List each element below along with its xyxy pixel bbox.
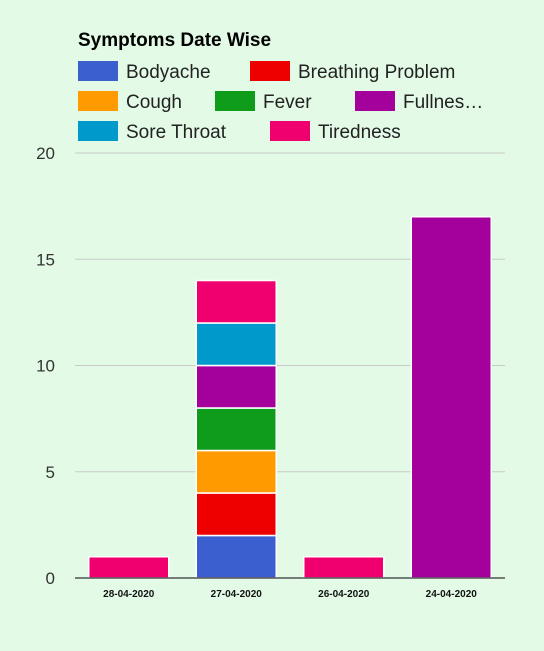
legend-label-bodyache: Bodyache <box>126 62 211 83</box>
legend-label-breathing-problem: Breathing Problem <box>298 62 455 83</box>
y-tick-label: 20 <box>36 144 55 163</box>
legend-label-cough: Cough <box>126 92 182 113</box>
y-tick-label: 0 <box>46 569 55 588</box>
x-tick-label: 26-04-2020 <box>318 589 370 600</box>
legend-swatch-breathing-problem[interactable] <box>250 61 290 81</box>
legend-label-sore-throat: Sore Throat <box>126 122 227 143</box>
bar-fullness-27-04-2020[interactable] <box>195 364 277 409</box>
bar-cough-27-04-2020[interactable] <box>195 449 277 494</box>
bar-tiredness-26-04-2020[interactable] <box>303 556 385 579</box>
legend-label-tiredness: Tiredness <box>318 122 401 143</box>
legend-swatch-cough[interactable] <box>78 91 118 111</box>
bar-tiredness-28-04-2020[interactable] <box>88 556 170 579</box>
legend-swatch-sore-throat[interactable] <box>78 121 118 141</box>
x-axis: 28-04-2020 27-04-2020 26-04-2020 24-04-2020 <box>75 577 505 600</box>
bar-fullness-24-04-2020[interactable] <box>410 216 492 579</box>
bar-bodyache-27-04-2020[interactable] <box>195 534 277 579</box>
y-tick-label: 15 <box>36 250 55 269</box>
legend-label-fever: Fever <box>263 92 312 113</box>
x-tick-label: 27-04-2020 <box>211 589 263 600</box>
bar-sore-throat-27-04-2020[interactable] <box>195 322 277 367</box>
bar-tiredness-27-04-2020[interactable] <box>195 279 277 324</box>
x-tick-label: 28-04-2020 <box>103 589 155 600</box>
x-tick-label: 24-04-2020 <box>426 589 478 600</box>
legend: Bodyache Breathing Problem Cough Fever Fulln… <box>78 61 483 143</box>
bar-breathing-problem-27-04-2020[interactable] <box>195 492 277 537</box>
bar-fever-27-04-2020[interactable] <box>195 407 277 452</box>
chart-title: Symptoms Date Wise <box>78 30 271 51</box>
legend-swatch-fullness[interactable] <box>355 91 395 111</box>
y-tick-label: 5 <box>46 463 55 482</box>
legend-swatch-bodyache[interactable] <box>78 61 118 81</box>
y-axis: 0 5 10 15 20 <box>36 144 55 588</box>
bars <box>88 216 492 579</box>
legend-swatch-tiredness[interactable] <box>270 121 310 141</box>
legend-swatch-fever[interactable] <box>215 91 255 111</box>
legend-label-fullness: Fullnes… <box>403 92 483 113</box>
y-tick-label: 10 <box>36 357 55 376</box>
